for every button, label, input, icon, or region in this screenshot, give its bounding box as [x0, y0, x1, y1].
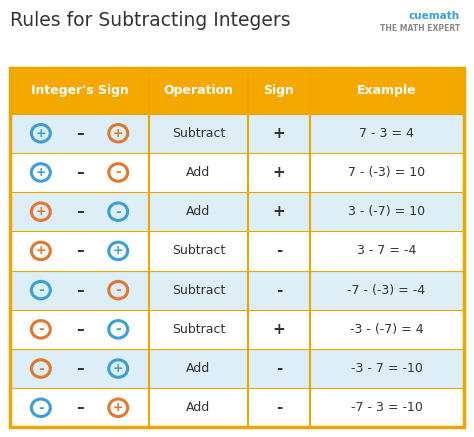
Text: +: + — [113, 244, 124, 257]
Text: +: + — [273, 165, 285, 180]
Text: +: + — [273, 126, 285, 141]
Text: Subtract: Subtract — [172, 323, 225, 336]
FancyBboxPatch shape — [10, 231, 464, 271]
Text: Subtract: Subtract — [172, 284, 225, 297]
Text: -7 - 3 = -10: -7 - 3 = -10 — [351, 401, 422, 414]
Text: –: – — [76, 400, 83, 415]
Text: -: - — [38, 323, 44, 336]
Text: -: - — [115, 283, 121, 297]
Text: –: – — [76, 361, 83, 376]
Text: 7 - 3 = 4: 7 - 3 = 4 — [359, 127, 414, 140]
Text: 3 - 7 = -4: 3 - 7 = -4 — [357, 244, 416, 257]
Text: –: – — [76, 283, 83, 298]
Text: -: - — [38, 401, 44, 415]
Text: Add: Add — [186, 166, 210, 179]
Text: –: – — [76, 126, 83, 141]
Text: –: – — [76, 204, 83, 219]
Text: Operation: Operation — [164, 84, 234, 97]
Text: –: – — [76, 322, 83, 337]
Text: Rules for Subtracting Integers: Rules for Subtracting Integers — [10, 11, 291, 30]
Text: Integer's Sign: Integer's Sign — [31, 84, 128, 97]
FancyBboxPatch shape — [10, 388, 464, 427]
Text: Add: Add — [186, 401, 210, 414]
Text: -7 - (-3) = -4: -7 - (-3) = -4 — [347, 284, 426, 297]
Text: THE MATH EXPERT: THE MATH EXPERT — [380, 24, 460, 33]
Text: +: + — [113, 401, 124, 414]
Text: Subtract: Subtract — [172, 244, 225, 257]
FancyBboxPatch shape — [10, 271, 464, 310]
Text: +: + — [273, 322, 285, 337]
Text: -: - — [115, 205, 121, 218]
Text: 7 - (-3) = 10: 7 - (-3) = 10 — [348, 166, 425, 179]
Text: Add: Add — [186, 205, 210, 218]
Text: –: – — [76, 165, 83, 180]
Text: -: - — [38, 283, 44, 297]
Text: +: + — [36, 127, 46, 140]
Text: -: - — [115, 166, 121, 180]
Text: -: - — [276, 283, 282, 298]
Text: -: - — [276, 400, 282, 415]
Text: Subtract: Subtract — [172, 127, 225, 140]
Text: cuemath: cuemath — [409, 11, 460, 21]
Text: Sign: Sign — [264, 84, 294, 97]
Text: +: + — [273, 204, 285, 219]
Text: +: + — [113, 127, 124, 140]
Text: Example: Example — [357, 84, 416, 97]
Text: +: + — [36, 166, 46, 179]
Text: +: + — [36, 244, 46, 257]
FancyBboxPatch shape — [10, 68, 464, 114]
FancyBboxPatch shape — [10, 153, 464, 192]
Text: +: + — [113, 362, 124, 375]
FancyBboxPatch shape — [10, 114, 464, 153]
Text: –: – — [76, 243, 83, 258]
Text: -: - — [276, 243, 282, 258]
FancyBboxPatch shape — [10, 192, 464, 231]
Text: 3 - (-7) = 10: 3 - (-7) = 10 — [348, 205, 425, 218]
FancyBboxPatch shape — [10, 310, 464, 349]
Text: -3 - (-7) = 4: -3 - (-7) = 4 — [350, 323, 423, 336]
FancyBboxPatch shape — [10, 349, 464, 388]
Text: -: - — [276, 361, 282, 376]
Text: -: - — [38, 361, 44, 375]
Text: +: + — [36, 205, 46, 218]
Text: -: - — [115, 323, 121, 336]
Text: Add: Add — [186, 362, 210, 375]
Text: -3 - 7 = -10: -3 - 7 = -10 — [351, 362, 422, 375]
